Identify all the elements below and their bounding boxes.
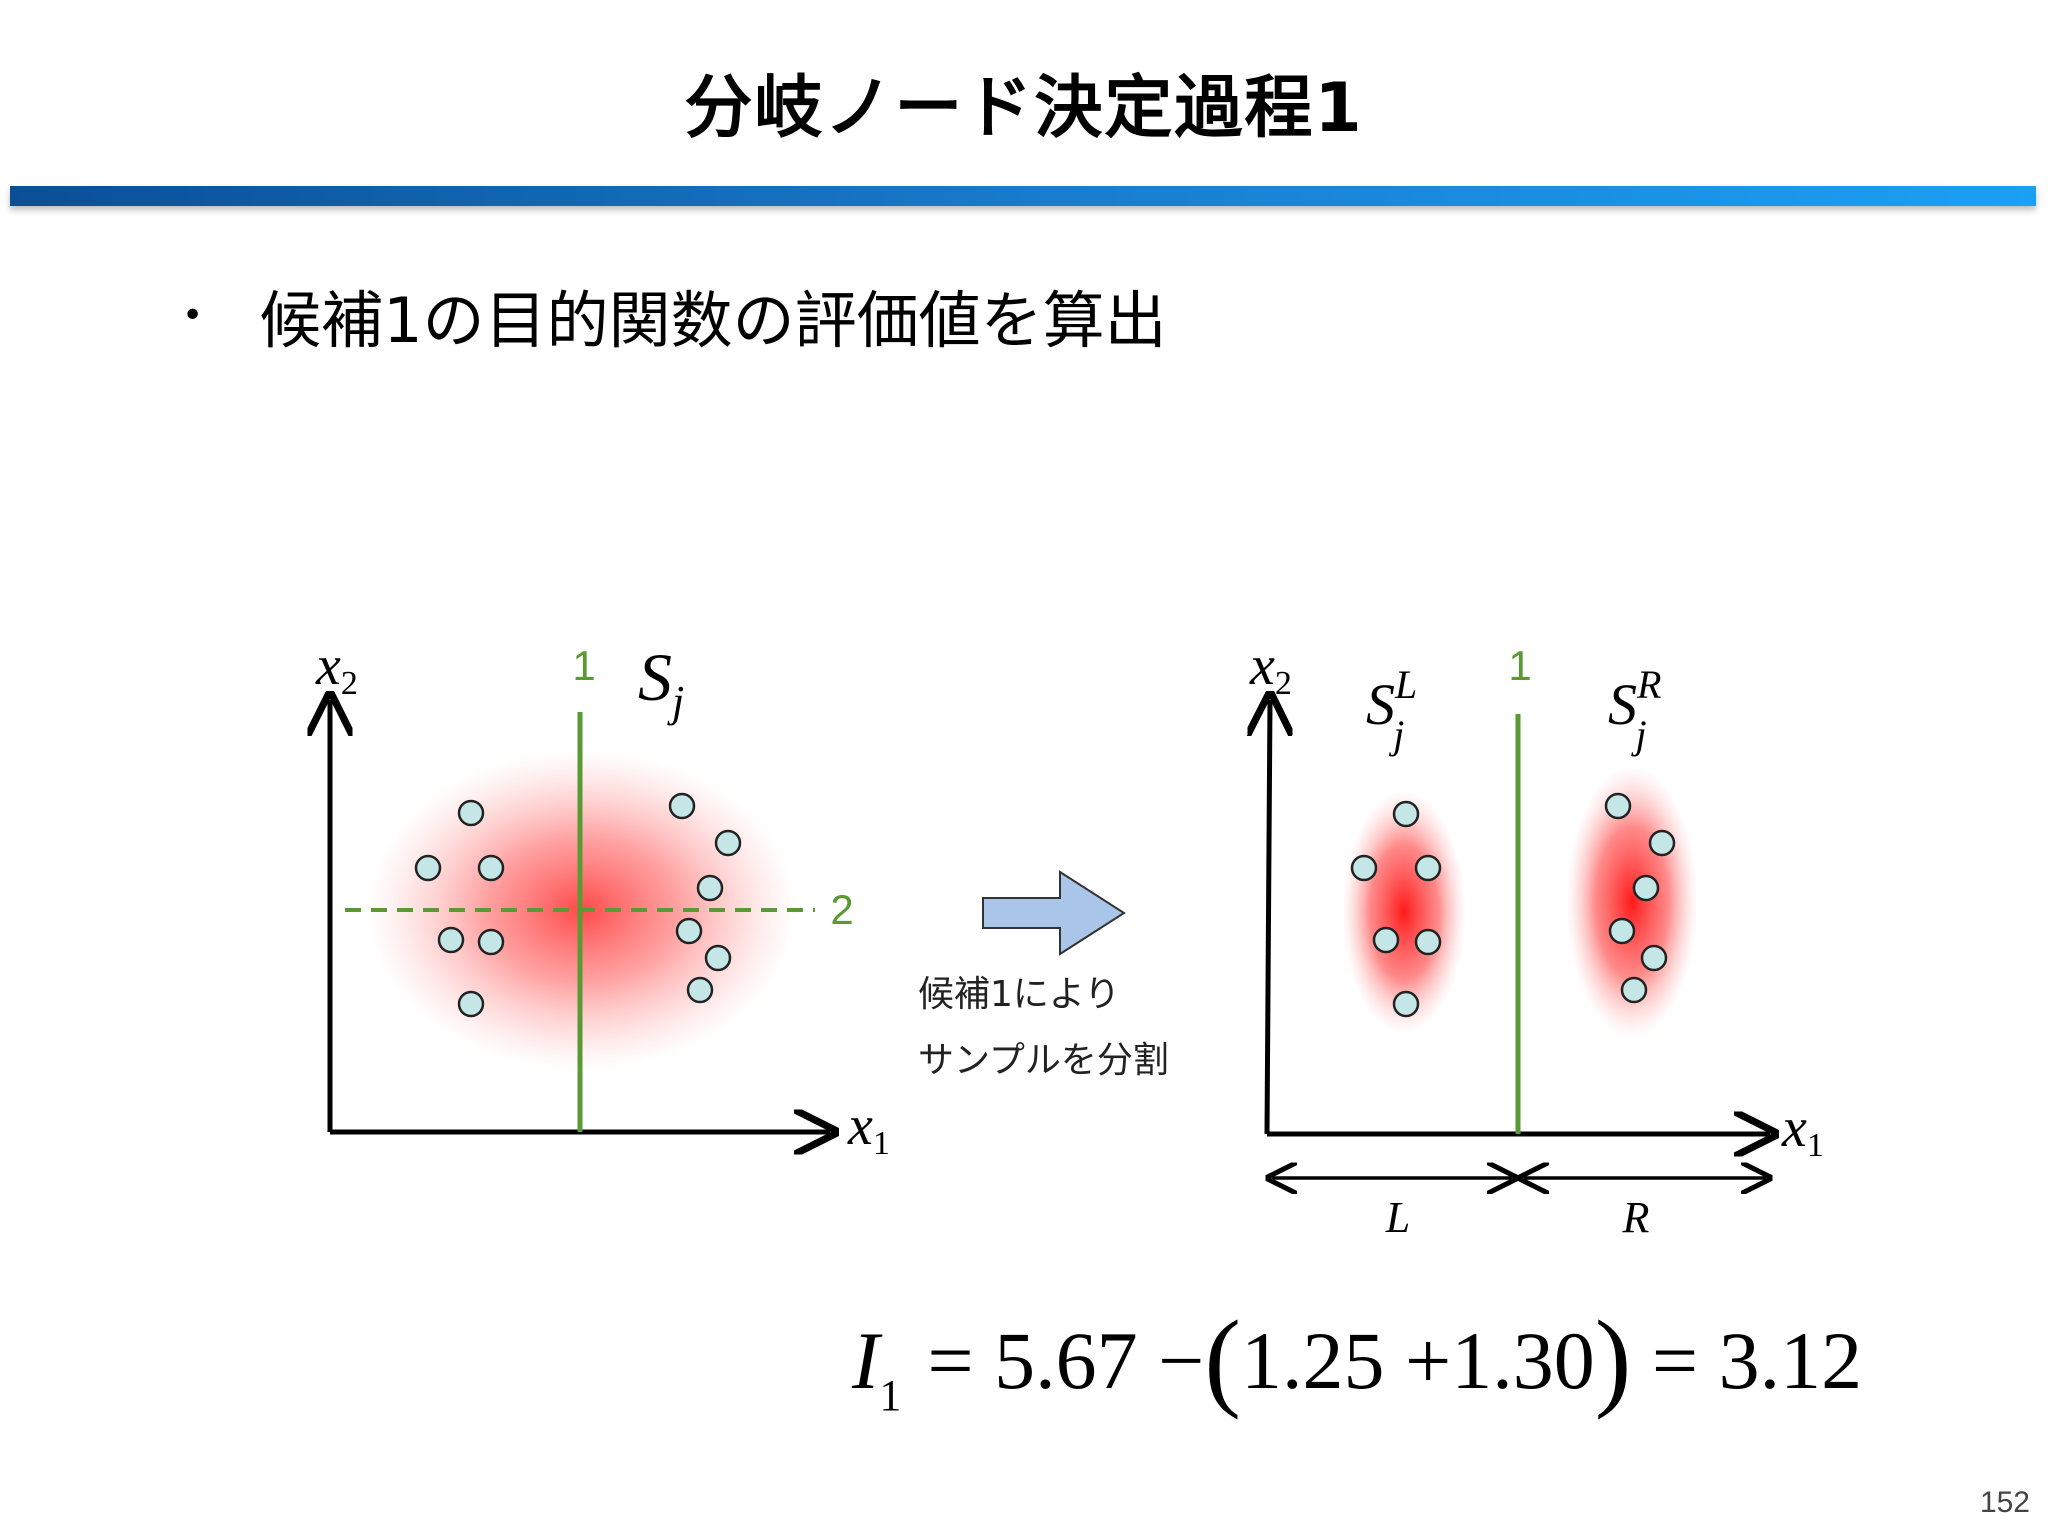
left-sample-point: [675, 917, 703, 945]
arrow-caption-line-1: 候補1により: [918, 974, 1121, 1015]
right-sample-point: [1608, 917, 1636, 945]
formula-result: 3.12: [1718, 1315, 1863, 1406]
left-sample-point: [704, 944, 732, 972]
right-sample-point: [1414, 854, 1442, 882]
right-sample-point: [1604, 792, 1632, 820]
left-split-1-label: 1: [572, 642, 595, 689]
right-sample-point: [1648, 829, 1676, 857]
formula-left-value: 1.25: [1240, 1315, 1385, 1406]
left-points: [414, 792, 742, 1018]
left-sample-point: [696, 874, 724, 902]
transition-arrow: [982, 870, 1126, 956]
left-split-2-label: 2: [830, 886, 853, 933]
formula-equals-1: =: [927, 1315, 974, 1406]
right-span-label: R: [1622, 1193, 1650, 1242]
page-number: 152: [1979, 1486, 2030, 1519]
formula-equals-2: =: [1651, 1315, 1699, 1406]
right-y-axis-label: x2: [1249, 635, 1292, 702]
left-sample-point: [686, 976, 714, 1004]
arrow-caption: 候補1により サンプルを分割: [918, 962, 1169, 1094]
left-plot: 1 2 x2 x1 Sj: [315, 635, 890, 1162]
right-sample-point: [1392, 990, 1420, 1018]
right-sample-point: [1414, 928, 1442, 956]
formula-right-value: 1.30: [1451, 1315, 1595, 1406]
left-set-label: Sj: [638, 639, 684, 726]
bullet-text: 候補1の目的関数の評価値を算出: [259, 284, 1167, 357]
formula-minus: −: [1158, 1315, 1205, 1406]
left-sample-point: [457, 799, 485, 827]
right-x-axis-label: x1: [1781, 1097, 1824, 1164]
right-sample-point: [1640, 944, 1668, 972]
bullet-dot: •: [182, 294, 204, 336]
right-sample-point: [1372, 926, 1400, 954]
left-span-label: L: [1385, 1193, 1410, 1242]
slide-title: 分岐ノード決定過程1: [684, 69, 1364, 148]
right-split-1-label: 1: [1508, 642, 1531, 689]
right-sample-point: [1350, 854, 1378, 882]
formula-close-paren: ): [1594, 1298, 1632, 1420]
right-sample-point: [1392, 800, 1420, 828]
left-x-axis-label: x1: [847, 1095, 890, 1162]
left-sample-point: [414, 854, 442, 882]
title-divider-bar: [10, 186, 2036, 206]
left-sample-point: [477, 854, 505, 882]
right-sample-point: [1632, 874, 1660, 902]
impurity-formula: I 1 = 5.67 − ( 1.25 + 1.30 ) = 3.12: [852, 1288, 1863, 1420]
right-points: [1350, 792, 1676, 1018]
formula-open-paren: (: [1204, 1298, 1241, 1420]
formula-subscript: 1: [879, 1371, 902, 1420]
right-sample-point: [1620, 976, 1648, 1004]
left-sample-point: [477, 928, 505, 956]
left-sample-point: [437, 926, 465, 954]
arrow-caption-line-2: サンプルを分割: [918, 1040, 1169, 1081]
right-subset-label: SR j: [1608, 662, 1661, 757]
formula-variable: I: [852, 1315, 880, 1406]
left-subset-label: SL j: [1366, 662, 1417, 757]
formula-total: 5.67: [994, 1315, 1138, 1406]
formula-plus: +: [1404, 1315, 1452, 1406]
left-sample-point: [714, 829, 742, 857]
right-left-density-blob: [1342, 790, 1466, 1034]
right-plot: 1 x2 x1 SL j SR j L R: [1249, 635, 1824, 1242]
left-sample-point: [668, 792, 696, 820]
left-sample-point: [457, 990, 485, 1018]
bullet-item: • 候補1の目的関数の評価値を算出: [182, 270, 1167, 360]
right-y-axis: [1267, 700, 1270, 1135]
left-y-axis-label: x2: [315, 635, 358, 702]
